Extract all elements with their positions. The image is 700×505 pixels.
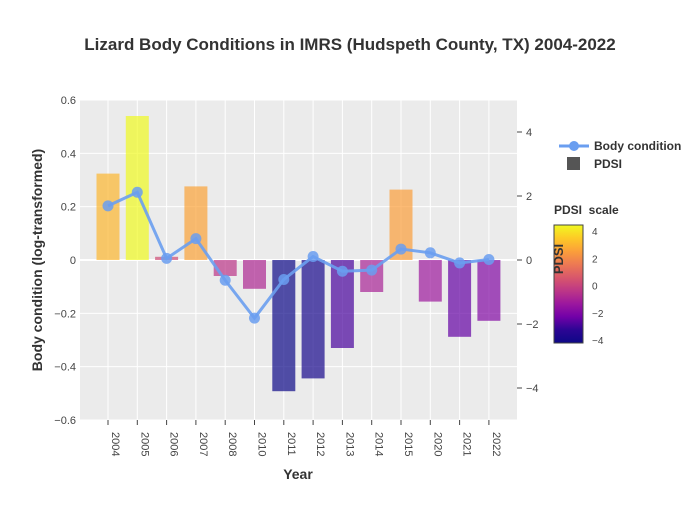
pdsi-bar-2011[interactable] <box>272 260 296 392</box>
x-tick-label: 2022 <box>490 432 502 456</box>
pdsi-bar-2014[interactable] <box>360 260 384 292</box>
colorbar-tick-label: 2 <box>592 254 598 265</box>
x-tick-label: 2004 <box>109 432 121 456</box>
body-condition-line <box>102 186 495 324</box>
body-condition-point-2004[interactable] <box>102 200 114 212</box>
body-condition-point-2022[interactable] <box>483 253 495 265</box>
pdsi-bar-2022[interactable] <box>477 260 501 321</box>
pdsi-bar-2004[interactable] <box>96 173 120 260</box>
body-condition-point-2020[interactable] <box>424 247 436 259</box>
legend[interactable]: Body condition PDSI <box>559 139 681 171</box>
legend-marker-symbol <box>569 141 579 151</box>
pdsi-bar-2012[interactable] <box>301 260 325 379</box>
y-tick-label: −0.2 <box>54 308 76 320</box>
x-axis-ticks: 2004 2005 2006 2007 2008 2010 2011 2012 2013 2014… <box>107 420 502 456</box>
y-tick-label: 0 <box>70 255 76 267</box>
y-tick-label: −0.4 <box>54 362 76 374</box>
y2-tick-label: 4 <box>526 127 532 139</box>
pdsi-bar-2020[interactable] <box>418 260 442 302</box>
pdsi-bar-2021[interactable] <box>448 260 472 337</box>
y2-tick-label: −2 <box>526 319 539 331</box>
x-tick-label: 2012 <box>314 432 326 456</box>
body-condition-point-2010[interactable] <box>249 312 260 324</box>
colorbar-ticks: 4 2 0 −2 −4 <box>592 227 604 347</box>
legend-square-symbol <box>567 157 580 170</box>
colorbar-side-label: PDSI <box>551 244 566 274</box>
pdsi-bar-2013[interactable] <box>330 260 354 348</box>
colorbar-gradient <box>553 224 584 344</box>
legend-label-pdsi: PDSI <box>594 157 622 171</box>
x-tick-label: 2020 <box>431 432 443 456</box>
x-tick-label: 2013 <box>343 432 355 456</box>
body-condition-point-2013[interactable] <box>336 265 348 277</box>
y-tick-label: −0.6 <box>54 415 76 427</box>
x-tick-label: 2006 <box>168 432 180 456</box>
colorbar-tick-label: −4 <box>592 336 604 347</box>
body-condition-point-2006[interactable] <box>161 252 173 264</box>
body-condition-point-2011[interactable] <box>278 273 290 285</box>
y-axis-ticks: 0.6 0.4 0.2 0 −0.2 −0.4 −0.6 <box>54 95 76 427</box>
body-condition-point-2021[interactable] <box>454 257 466 269</box>
pdsi-bar-2010[interactable] <box>243 260 266 289</box>
chart-title: Lizard Body Conditions in IMRS (Hudspeth… <box>84 35 615 54</box>
colorbar-tick-label: −2 <box>592 309 604 320</box>
x-tick-label: 2010 <box>256 432 268 456</box>
y-tick-label: 0.6 <box>61 95 76 107</box>
x-axis-label: Year <box>283 466 313 482</box>
x-tick-label: 2007 <box>197 432 209 456</box>
y2-tick-label: −4 <box>526 383 539 395</box>
y2-axis-ticks: 4 2 0 −2 −4 <box>517 127 539 395</box>
x-tick-label: 2014 <box>373 432 385 456</box>
legend-label-body-condition: Body condition <box>594 139 681 153</box>
colorbar-title: PDSI scale <box>554 203 619 217</box>
body-condition-point-2007[interactable] <box>190 233 202 245</box>
x-tick-label: 2008 <box>226 432 238 456</box>
x-tick-label: 2021 <box>461 432 473 456</box>
y-axis-label: Body condition (log-transformed) <box>29 149 45 371</box>
body-condition-point-2015[interactable] <box>395 243 407 255</box>
x-tick-label: 2005 <box>138 432 150 456</box>
colorbar-tick-label: 4 <box>592 227 598 238</box>
body-condition-point-2012[interactable] <box>307 251 319 263</box>
legend-item-pdsi[interactable]: PDSI <box>567 157 622 171</box>
body-condition-point-2005[interactable] <box>131 186 143 198</box>
y2-tick-label: 2 <box>526 191 532 203</box>
y2-tick-label: 0 <box>526 255 532 267</box>
body-condition-point-2014[interactable] <box>366 264 378 276</box>
y-tick-label: 0.2 <box>61 202 76 214</box>
body-condition-point-2008[interactable] <box>219 274 231 286</box>
colorbar: PDSI scale PDSI 4 2 0 −2 −4 <box>551 203 619 347</box>
y-tick-label: 0.4 <box>61 148 76 160</box>
legend-item-body-condition[interactable]: Body condition <box>559 139 681 153</box>
pdsi-bar-2015[interactable] <box>389 189 413 260</box>
x-tick-label: 2015 <box>402 432 414 456</box>
x-tick-label: 2011 <box>285 432 297 456</box>
colorbar-tick-label: 0 <box>592 282 598 293</box>
